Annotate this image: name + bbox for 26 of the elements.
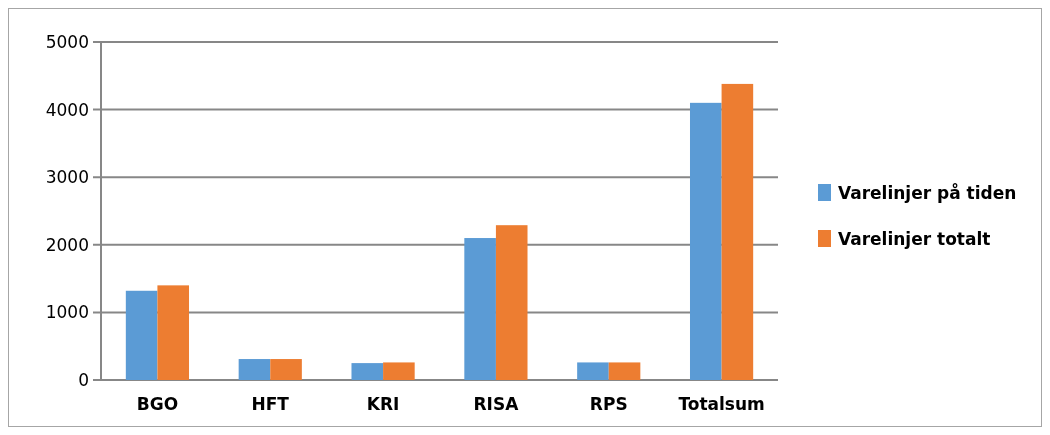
legend-label: Varelinjer totalt bbox=[838, 228, 991, 249]
bar bbox=[495, 225, 528, 380]
bar bbox=[351, 363, 384, 380]
legend-label: Varelinjer på tiden bbox=[838, 181, 1017, 203]
y-tick-label: 2000 bbox=[45, 234, 89, 255]
x-tick-label: RISA bbox=[473, 394, 520, 414]
bar bbox=[238, 359, 271, 380]
y-tick-label: 4000 bbox=[45, 99, 89, 120]
bar bbox=[689, 102, 722, 380]
x-tick-label: HFT bbox=[251, 394, 290, 414]
y-tick-label: 1000 bbox=[45, 302, 89, 323]
y-tick-label: 0 bbox=[78, 369, 89, 390]
bar bbox=[157, 285, 190, 380]
x-tick-label: RPS bbox=[589, 394, 628, 414]
bar bbox=[383, 362, 415, 380]
bar bbox=[270, 359, 302, 380]
bar bbox=[577, 362, 609, 380]
x-tick-label: BGO bbox=[136, 394, 179, 414]
bar bbox=[608, 362, 641, 380]
y-tick-label: 3000 bbox=[45, 167, 89, 188]
x-tick-label: KRI bbox=[366, 394, 400, 414]
bar bbox=[721, 83, 754, 380]
bar bbox=[125, 290, 158, 380]
x-tick-label: Totalsum bbox=[678, 394, 765, 414]
bar bbox=[464, 238, 496, 380]
y-tick-label: 5000 bbox=[45, 31, 89, 52]
